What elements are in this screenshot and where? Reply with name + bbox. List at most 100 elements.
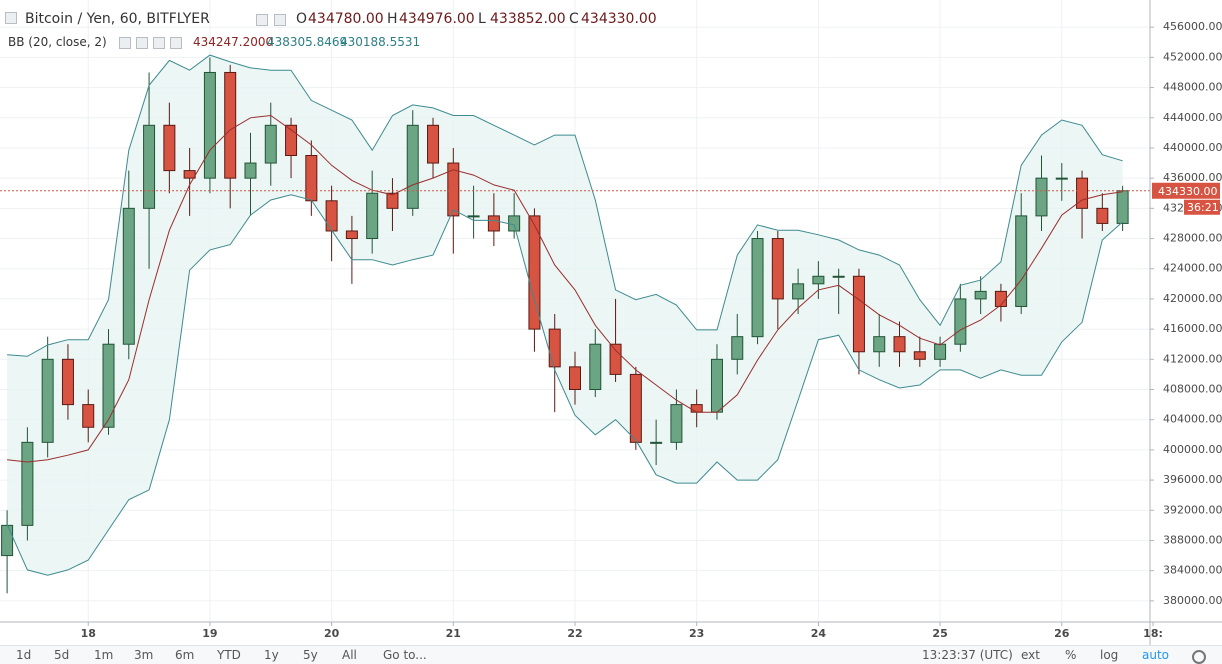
countdown-box [1184, 199, 1220, 215]
collapse-icon[interactable] [5, 12, 17, 24]
candle-body [244, 162, 257, 179]
price-axis-bg [1150, 0, 1222, 645]
ohlc-value: 433852.00 [490, 11, 566, 27]
upper-value: 438305.8469 [267, 35, 348, 49]
ohlc-value: 434780.00 [308, 11, 384, 27]
ohlc-key: H [387, 11, 398, 27]
remove-icon[interactable] [170, 37, 182, 49]
y-tick-label: 436000.00 [1163, 171, 1222, 184]
y-tick-label: 448000.00 [1163, 81, 1222, 94]
chart: 380000.00 384000.00 388000.00 392000.00 3960… [0, 0, 1222, 645]
range-button[interactable]: 1m [94, 648, 114, 662]
candle-body [934, 343, 947, 360]
x-tick-label: 23 [689, 627, 704, 640]
candle-body [305, 155, 318, 202]
ohlc-key: C [569, 11, 579, 27]
settings-gear[interactable] [1192, 650, 1206, 664]
ohlc-value: 434976.00 [399, 11, 475, 27]
candle-body [1076, 177, 1089, 209]
range-button[interactable]: All [342, 648, 357, 662]
band-fill [7, 55, 1123, 576]
option-button[interactable]: % [1065, 648, 1077, 662]
settings-icon[interactable] [136, 37, 148, 49]
candle-body [873, 336, 886, 353]
candle-body [913, 351, 926, 360]
candle-body [1116, 190, 1129, 224]
candle-body [710, 358, 723, 413]
range-button[interactable]: 1d [16, 648, 32, 662]
bottom-toolbar: 1d 5d 1m 3m 6m YTD 1y 5y All Go to... 13:23:37 (UT… [0, 645, 1222, 664]
candle-body [224, 71, 237, 179]
y-tick-label: 444000.00 [1163, 111, 1222, 124]
candle-body [974, 290, 987, 300]
y-tick-label: 400000.00 [1163, 443, 1222, 456]
candle-body [21, 441, 34, 526]
candle-body [427, 124, 440, 164]
lower-value: 430188.5531 [340, 35, 421, 49]
candle-body [203, 71, 216, 179]
range-button[interactable]: YTD [217, 648, 241, 662]
candle-body [548, 328, 561, 368]
symbol-title[interactable]: Bitcoin / Yen, 60, BITFLYER [25, 11, 210, 27]
candle-body [954, 298, 967, 345]
candle-body [670, 404, 683, 443]
candle-body [325, 200, 338, 232]
candle-body [183, 170, 196, 179]
x-tick-label: 25 [932, 627, 947, 640]
candle-body [163, 124, 176, 172]
candle-body [285, 124, 298, 156]
range-button[interactable]: 1y [264, 648, 279, 662]
candle-body [832, 275, 845, 278]
indicator-name[interactable]: BB (20, close, 2) [8, 35, 107, 49]
clock: 13:23:37 (UTC) [922, 648, 1013, 662]
y-tick-label: 424000.00 [1163, 262, 1222, 275]
eye-icon[interactable] [256, 14, 268, 26]
countdown-label: 36:21 [1187, 201, 1219, 214]
y-tick-label: 388000.00 [1163, 533, 1222, 546]
candle-body [609, 343, 622, 375]
x-tick-label: 18: [1143, 627, 1163, 640]
option-button[interactable]: log [1100, 648, 1119, 662]
range-button[interactable]: 5d [54, 648, 70, 662]
candle-body [771, 238, 784, 300]
y-tick-label: 408000.00 [1163, 383, 1222, 396]
option-button[interactable]: auto [1142, 648, 1170, 662]
candle-body [751, 238, 764, 338]
candle-body [650, 441, 663, 444]
candle-body [1096, 207, 1109, 224]
y-tick-label: 420000.00 [1163, 292, 1222, 305]
y-tick-label: 456000.00 [1163, 20, 1222, 33]
candle-body [487, 215, 500, 232]
range-button[interactable]: 6m [175, 648, 195, 662]
range-button[interactable]: 3m [134, 648, 154, 662]
y-tick-label: 452000.00 [1163, 50, 1222, 63]
range-button[interactable]: 5y [303, 648, 318, 662]
candle-body [528, 215, 541, 330]
option-button[interactable]: ext [1021, 648, 1040, 662]
candle-body [792, 283, 805, 300]
candle-body [893, 336, 906, 353]
candle-body [82, 404, 95, 428]
y-tick-label: 380000.00 [1163, 594, 1222, 607]
y-tick-label: 396000.00 [1163, 473, 1222, 486]
candle-body [569, 366, 581, 391]
settings-icon[interactable] [274, 14, 286, 26]
goto-button[interactable]: Go to... [383, 648, 427, 662]
candle-body [102, 343, 115, 428]
x-tick-label: 19 [202, 627, 217, 640]
y-tick-label: 440000.00 [1163, 141, 1222, 154]
x-tick-label: 18 [81, 627, 96, 640]
band-basis [7, 114, 1123, 463]
candle-body [1055, 177, 1068, 180]
format-icon[interactable] [153, 37, 165, 49]
eye-icon[interactable] [119, 37, 131, 49]
candle-body [731, 336, 744, 360]
y-tick-label: 404000.00 [1163, 413, 1222, 426]
candle-body [1015, 215, 1028, 307]
candle-body [366, 192, 379, 240]
x-tick-label: 24 [811, 627, 827, 640]
candle-body [467, 215, 480, 218]
candle-body [122, 207, 135, 345]
candle-body [264, 124, 277, 164]
